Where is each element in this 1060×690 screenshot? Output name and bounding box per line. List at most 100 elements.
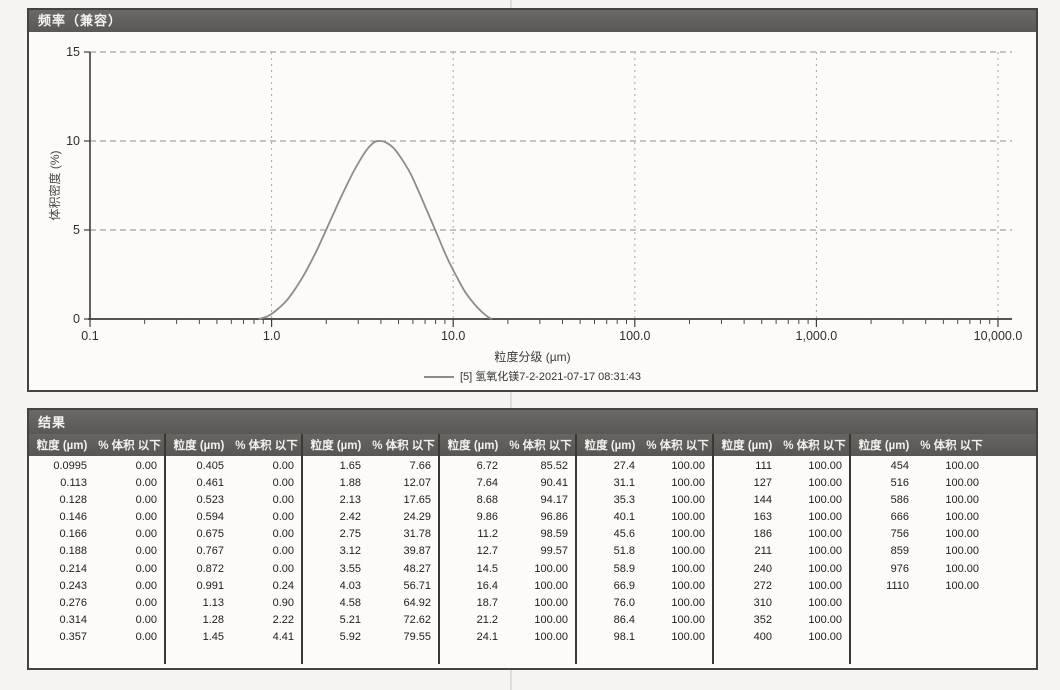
percent-below-cell: 56.71 (403, 579, 431, 592)
table-row: 0.594 0.00 (166, 509, 301, 526)
results-column-group: 粒度 (µm) % 体积 以下 111 100.00 127 100.00 144 100.0… (714, 434, 851, 664)
table-row: 12.7 99.57 (440, 543, 575, 560)
size-cell: 1.65 (339, 460, 361, 472)
size-cell: 9.86 (476, 511, 498, 524)
size-cell: 310 (753, 596, 772, 609)
results-column-group: 粒度 (µm) % 体积 以下 0.405 0.00 0.461 0.00 0.523 0.0… (166, 434, 303, 664)
percent-below-cell: 100.00 (808, 613, 842, 626)
percent-below-cell: 100.00 (534, 579, 568, 592)
size-cell: 0.188 (59, 545, 87, 558)
size-cell: 272 (753, 579, 772, 592)
size-cell: 21.2 (476, 613, 498, 626)
results-column-group: 粒度 (µm) % 体积 以下 1.65 7.66 1.88 12.07 2.13 17.65… (303, 434, 440, 664)
percent-below-cell: 100.00 (534, 613, 568, 626)
table-row: 35.3 100.00 (577, 492, 712, 509)
size-cell: 454 (890, 460, 909, 472)
percent-below-cell: 100.00 (808, 477, 842, 490)
percent-below-cell: 0.00 (135, 460, 157, 472)
table-row: 31.1 100.00 (577, 475, 712, 492)
size-cell: 0.214 (59, 562, 87, 575)
x-tick-label: 1,000.0 (796, 329, 838, 343)
percent-below-cell: 100.00 (671, 630, 705, 643)
table-row: 0.405 0.00 (166, 458, 301, 475)
results-title: 结果 (29, 410, 1036, 434)
percent-below-cell: 100.00 (945, 460, 979, 472)
percent-below-column-header: % 体积 以下 (920, 440, 983, 452)
table-row: 27.4 100.00 (577, 458, 712, 475)
percent-below-cell: 31.78 (403, 528, 431, 541)
size-cell: 45.6 (613, 528, 635, 541)
table-row: 51.8 100.00 (577, 543, 712, 560)
size-cell: 586 (890, 494, 909, 507)
table-row: 516 100.00 (851, 475, 1036, 492)
percent-below-cell: 0.00 (135, 613, 157, 626)
size-column-header: 粒度 (µm) (310, 440, 362, 452)
percent-below-cell: 100.00 (808, 630, 842, 643)
percent-below-column-header: % 体积 以下 (783, 440, 846, 452)
size-cell: 0.991 (196, 579, 224, 592)
percent-below-cell: 100.00 (945, 477, 979, 490)
table-row: 5.92 79.55 (303, 629, 438, 646)
size-cell: 516 (890, 477, 909, 490)
percent-below-cell: 90.41 (540, 477, 568, 490)
percent-below-cell: 0.00 (272, 511, 294, 524)
size-cell: 40.1 (613, 511, 635, 524)
percent-below-cell: 100.00 (808, 545, 842, 558)
table-row: 86.4 100.00 (577, 612, 712, 629)
percent-below-cell: 0.00 (272, 494, 294, 507)
table-row: 45.6 100.00 (577, 526, 712, 543)
percent-below-cell: 99.57 (540, 545, 568, 558)
table-row: 0.166 0.00 (29, 526, 164, 543)
table-row: 76.0 100.00 (577, 595, 712, 612)
group-body: 0.405 0.00 0.461 0.00 0.523 0.00 0.594 0.00 0.67… (166, 456, 301, 664)
size-column-header: 粒度 (µm) (173, 440, 225, 452)
percent-below-cell: 100.00 (671, 613, 705, 626)
percent-below-cell: 94.17 (540, 494, 568, 507)
size-cell: 27.4 (613, 460, 635, 472)
table-row: 66.9 100.00 (577, 578, 712, 595)
size-cell: 1110 (886, 579, 909, 592)
size-cell: 0.405 (196, 460, 224, 472)
table-row: 98.1 100.00 (577, 629, 712, 646)
frequency-chart-panel: 频率（兼容） 0.1 1.0 10.0 100.0 1,000.0 10,000.0 0 5 1… (27, 8, 1038, 392)
size-cell: 5.21 (339, 613, 361, 626)
percent-below-cell: 0.00 (135, 545, 157, 558)
size-cell: 3.12 (339, 545, 361, 558)
particle-size-distribution-chart: 0.1 1.0 10.0 100.0 1,000.0 10,000.0 0 5 10 15 体积密度… (47, 45, 1022, 343)
table-row: 454 100.00 (851, 458, 1036, 475)
percent-below-cell: 0.00 (135, 528, 157, 541)
percent-below-cell: 24.29 (403, 511, 431, 524)
percent-below-cell: 79.55 (403, 630, 431, 643)
table-row: 352 100.00 (714, 612, 849, 629)
size-cell: 0.461 (196, 477, 224, 490)
table-row: 0.314 0.00 (29, 612, 164, 629)
percent-below-column-header: % 体积 以下 (646, 440, 709, 452)
table-row: 4.03 56.71 (303, 578, 438, 595)
percent-below-cell: 72.62 (403, 613, 431, 626)
size-cell: 35.3 (613, 494, 635, 507)
size-cell: 0.0995 (53, 460, 87, 472)
table-row: 6.72 85.52 (440, 458, 575, 475)
x-tick-label: 100.0 (619, 329, 650, 343)
size-cell: 31.1 (613, 477, 635, 490)
table-row: 111 100.00 (714, 458, 849, 475)
table-row: 976 100.00 (851, 561, 1036, 578)
table-row: 272 100.00 (714, 578, 849, 595)
table-row: 0.276 0.00 (29, 595, 164, 612)
table-row: 0.113 0.00 (29, 475, 164, 492)
table-row: 0.188 0.00 (29, 543, 164, 560)
size-cell: 2.42 (339, 511, 361, 524)
results-column-group: 粒度 (µm) % 体积 以下 27.4 100.00 31.1 100.00 35.3 10… (577, 434, 714, 664)
size-cell: 8.68 (476, 494, 498, 507)
size-cell: 0.146 (59, 511, 87, 524)
percent-below-cell: 100.00 (808, 460, 842, 472)
percent-below-cell: 98.59 (540, 528, 568, 541)
percent-below-cell: 17.65 (403, 494, 431, 507)
group-header: 粒度 (µm) % 体积 以下 (714, 434, 849, 456)
size-cell: 0.675 (196, 528, 224, 541)
table-row: 16.4 100.00 (440, 578, 575, 595)
table-row: 859 100.00 (851, 543, 1036, 560)
table-row: 0.675 0.00 (166, 526, 301, 543)
percent-below-cell: 100.00 (945, 528, 979, 541)
